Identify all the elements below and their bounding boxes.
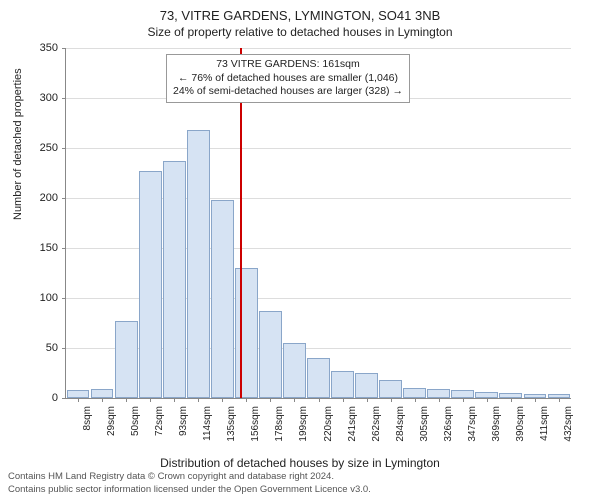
xtick-mark: [415, 398, 416, 402]
xtick-mark: [246, 398, 247, 402]
xtick-mark: [559, 398, 560, 402]
histogram-bar: [235, 268, 258, 398]
xtick-mark: [535, 398, 536, 402]
xtick-label: 241sqm: [347, 406, 358, 442]
xtick-label: 326sqm: [443, 406, 454, 442]
xtick-mark: [294, 398, 295, 402]
xtick-label: 8sqm: [82, 406, 93, 430]
histogram-bar: [379, 380, 402, 398]
ytick-label: 350: [28, 42, 58, 54]
ytick-label: 200: [28, 192, 58, 204]
xtick-label: 50sqm: [130, 406, 141, 436]
xtick-mark: [174, 398, 175, 402]
histogram-bar: [67, 390, 90, 398]
ytick-mark: [62, 298, 66, 299]
xtick-label: 199sqm: [298, 406, 309, 442]
xtick-mark: [150, 398, 151, 402]
ytick-label: 250: [28, 142, 58, 154]
xtick-label: 284sqm: [395, 406, 406, 442]
xtick-mark: [391, 398, 392, 402]
ytick-mark: [62, 98, 66, 99]
title-main: 73, VITRE GARDENS, LYMINGTON, SO41 3NB: [0, 0, 600, 23]
xtick-label: 93sqm: [178, 406, 189, 436]
xtick-mark: [511, 398, 512, 402]
footer-line-1: Contains HM Land Registry data © Crown c…: [8, 471, 371, 483]
ytick-label: 150: [28, 242, 58, 254]
ytick-mark: [62, 398, 66, 399]
annotation-line-2: ← 76% of detached houses are smaller (1,…: [173, 72, 403, 86]
xtick-label: 305sqm: [419, 406, 430, 442]
x-axis-label: Distribution of detached houses by size …: [0, 456, 600, 470]
ytick-label: 50: [28, 342, 58, 354]
ytick-mark: [62, 198, 66, 199]
histogram-bar: [115, 321, 138, 398]
ytick-label: 0: [28, 392, 58, 404]
histogram-bar: [331, 371, 354, 398]
xtick-mark: [367, 398, 368, 402]
xtick-label: 72sqm: [154, 406, 165, 436]
xtick-label: 29sqm: [106, 406, 117, 436]
histogram-bar: [259, 311, 282, 398]
xtick-label: 135sqm: [226, 406, 237, 442]
footer-attribution: Contains HM Land Registry data © Crown c…: [8, 471, 371, 496]
histogram-bar: [187, 130, 210, 398]
xtick-label: 262sqm: [371, 406, 382, 442]
xtick-mark: [319, 398, 320, 402]
gridline: [66, 148, 571, 149]
xtick-label: 114sqm: [202, 406, 213, 441]
histogram-bar: [451, 390, 474, 398]
xtick-label: 156sqm: [250, 406, 261, 442]
xtick-label: 220sqm: [323, 406, 334, 442]
xtick-label: 347sqm: [467, 406, 478, 442]
ytick-mark: [62, 48, 66, 49]
xtick-mark: [487, 398, 488, 402]
histogram-bar: [355, 373, 378, 398]
xtick-mark: [198, 398, 199, 402]
ytick-label: 100: [28, 292, 58, 304]
title-sub: Size of property relative to detached ho…: [0, 23, 600, 39]
xtick-label: 178sqm: [274, 406, 285, 442]
annotation-box: 73 VITRE GARDENS: 161sqm← 76% of detache…: [166, 54, 410, 103]
xtick-mark: [463, 398, 464, 402]
xtick-mark: [343, 398, 344, 402]
xtick-label: 411sqm: [539, 406, 550, 441]
histogram-bar: [403, 388, 426, 398]
histogram-bar: [283, 343, 306, 398]
xtick-mark: [439, 398, 440, 402]
y-axis-label: Number of detached properties: [12, 68, 24, 220]
xtick-label: 432sqm: [563, 406, 574, 442]
histogram-bar: [427, 389, 450, 398]
footer-line-2: Contains public sector information licen…: [8, 484, 371, 496]
chart-area: 0501001502002503003508sqm29sqm50sqm72sqm…: [65, 48, 570, 398]
ytick-mark: [62, 248, 66, 249]
xtick-mark: [222, 398, 223, 402]
plot-region: 0501001502002503003508sqm29sqm50sqm72sqm…: [65, 48, 571, 399]
xtick-label: 390sqm: [515, 406, 526, 442]
xtick-mark: [270, 398, 271, 402]
annotation-line-3: 24% of semi-detached houses are larger (…: [173, 85, 403, 99]
gridline: [66, 48, 571, 49]
xtick-mark: [78, 398, 79, 402]
xtick-label: 369sqm: [491, 406, 502, 442]
histogram-bar: [163, 161, 186, 398]
xtick-mark: [126, 398, 127, 402]
ytick-mark: [62, 348, 66, 349]
xtick-mark: [102, 398, 103, 402]
ytick-mark: [62, 148, 66, 149]
ytick-label: 300: [28, 92, 58, 104]
histogram-bar: [139, 171, 162, 398]
chart-container: 73, VITRE GARDENS, LYMINGTON, SO41 3NB S…: [0, 0, 600, 500]
annotation-line-1: 73 VITRE GARDENS: 161sqm: [173, 58, 403, 72]
histogram-bar: [211, 200, 234, 398]
histogram-bar: [91, 389, 114, 398]
histogram-bar: [307, 358, 330, 398]
